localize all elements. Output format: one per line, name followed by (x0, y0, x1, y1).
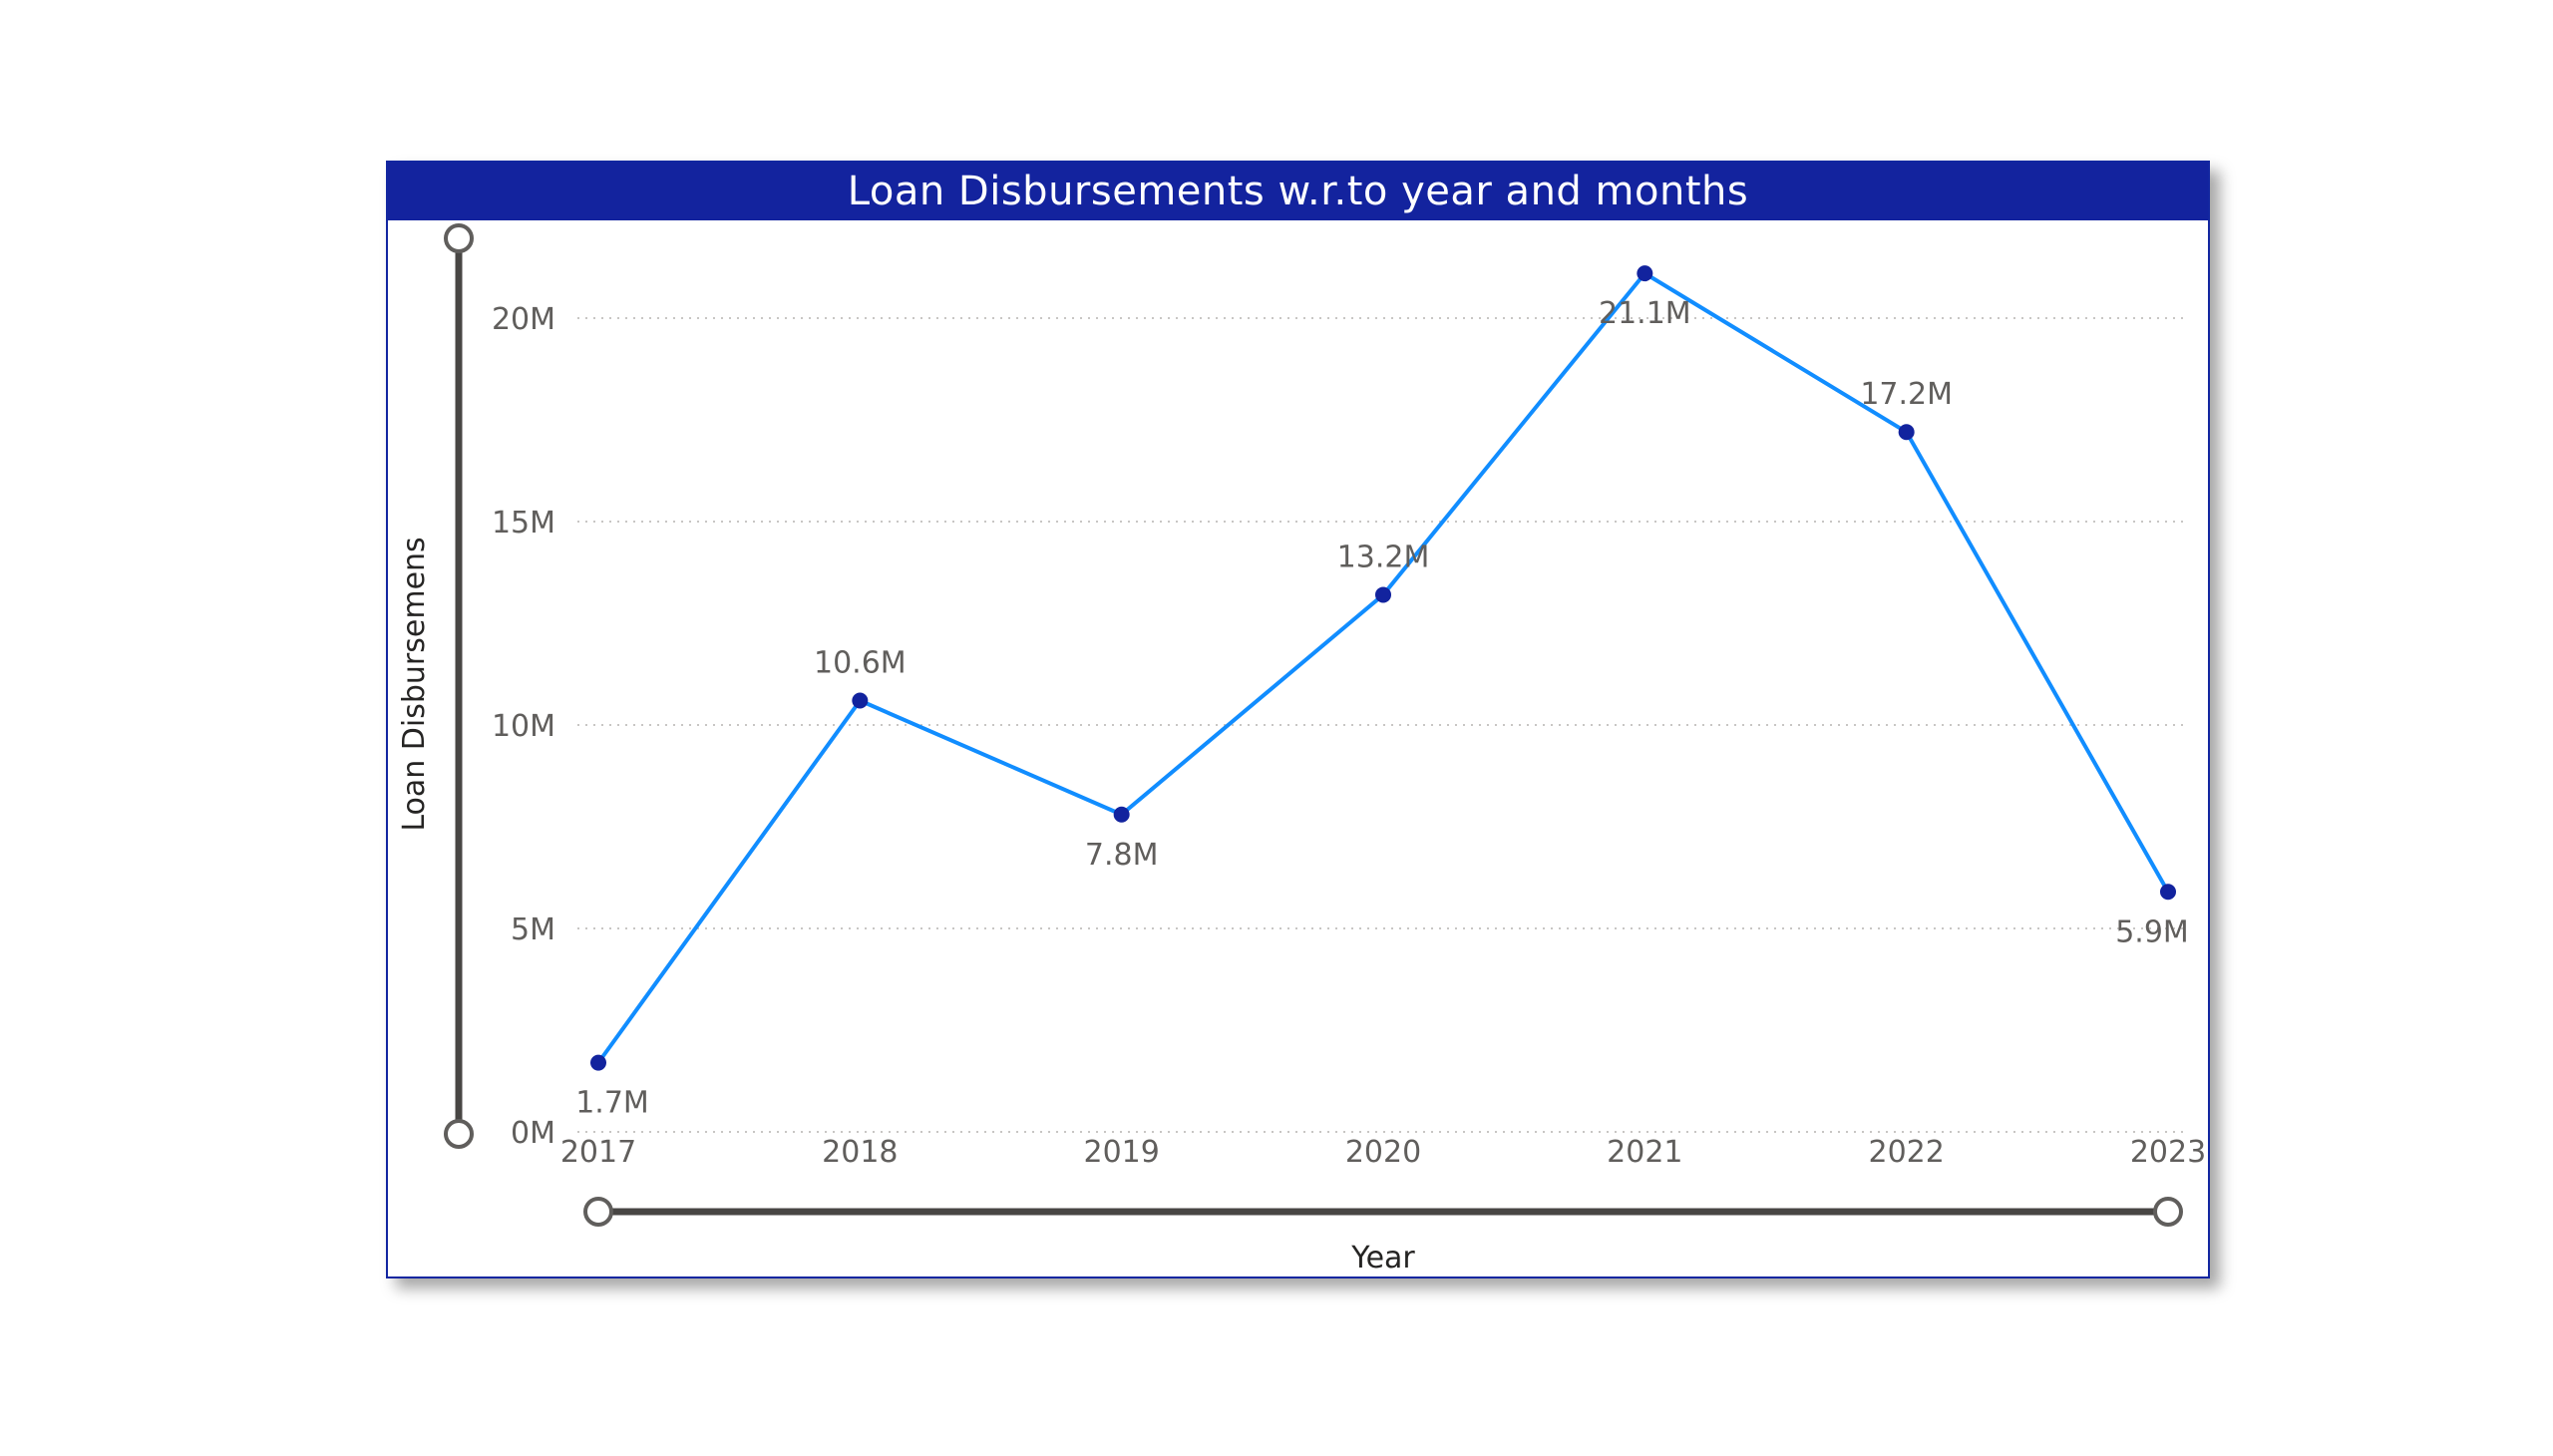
y-zoom-handle-top[interactable] (444, 223, 474, 253)
data-point-marker[interactable] (1375, 586, 1391, 603)
data-point-marker[interactable] (1637, 265, 1653, 282)
y-tick-label: 20M (492, 302, 555, 337)
y-tick-label: 5M (511, 912, 555, 947)
data-label: 13.2M (1337, 540, 1430, 574)
data-label: 1.7M (575, 1086, 649, 1121)
series-markers (590, 265, 2176, 1071)
y-zoom-handle-bottom[interactable] (444, 1119, 474, 1149)
y-tick-label: 10M (492, 709, 555, 744)
x-tick-label: 2017 (560, 1135, 636, 1170)
chart-title-bar: Loan Disbursements w.r.to year and month… (388, 163, 2208, 220)
data-point-marker[interactable] (852, 692, 869, 709)
x-axis-title: Year (1350, 1241, 1415, 1275)
y-tick-label: 0M (511, 1116, 555, 1151)
data-point-marker[interactable] (590, 1054, 606, 1071)
chart-title: Loan Disbursements w.r.to year and month… (847, 169, 1749, 214)
x-tick-label: 2019 (1083, 1135, 1159, 1170)
x-tick-label: 2021 (1607, 1135, 1682, 1170)
data-labels: 1.7M 10.6M 7.8M 13.2M 21.1M 17.2M 5.9M (575, 296, 2189, 1121)
y-tick-label: 15M (492, 506, 555, 541)
x-zoom-slider[interactable] (583, 1197, 2183, 1227)
data-label: 17.2M (1860, 377, 1953, 412)
data-point-marker[interactable] (1113, 806, 1130, 823)
data-point-marker[interactable] (2160, 884, 2176, 901)
data-label: 5.9M (2115, 914, 2189, 949)
data-label: 7.8M (1085, 838, 1159, 873)
x-zoom-handle-left[interactable] (583, 1197, 613, 1227)
x-tick-label: 2023 (2130, 1135, 2206, 1170)
y-zoom-slider[interactable] (444, 223, 474, 1149)
chart-visual: Loan Disbursements w.r.to year and month… (386, 161, 2210, 1278)
data-label: 21.1M (1599, 296, 1691, 331)
x-axis-ticks: 2017 2018 2019 2020 2021 2022 2023 (560, 1135, 2206, 1170)
data-label: 10.6M (814, 646, 907, 681)
y-axis-title: Loan Disbursemens (397, 537, 432, 831)
data-point-marker[interactable] (1898, 424, 1915, 441)
x-tick-label: 2018 (822, 1135, 898, 1170)
x-zoom-handle-right[interactable] (2153, 1197, 2183, 1227)
x-tick-label: 2020 (1345, 1135, 1421, 1170)
y-axis-ticks: 0M 5M 10M 15M 20M (492, 302, 555, 1151)
x-tick-label: 2022 (1868, 1135, 1944, 1170)
gridlines (577, 317, 2183, 1133)
